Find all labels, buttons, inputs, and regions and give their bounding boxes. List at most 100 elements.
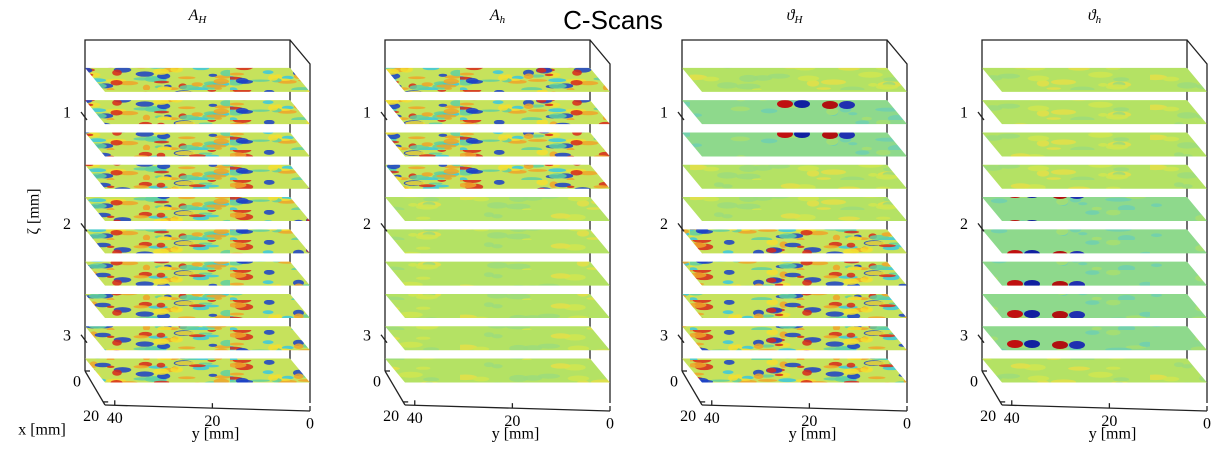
z-tick-label: 1 [63,105,71,122]
slice [982,100,1207,125]
slice [385,229,610,254]
x-tick-label: 20 [83,408,99,425]
slice [385,326,610,351]
panel-title-sub: h [500,14,506,26]
slice [85,261,310,286]
z-tick [380,222,388,232]
z-tick-label: 3 [660,327,668,344]
z-tick [677,111,685,121]
panel-title-base: A [188,7,199,24]
slice [682,67,907,92]
slice [682,293,907,318]
z-tick [677,334,685,344]
panel-title-base: ϑ [1088,7,1097,24]
slice [682,229,907,254]
slice [982,132,1207,157]
z-tick-label: 1 [960,105,968,122]
slice [682,197,907,222]
panel-title-base: A [489,7,500,24]
z-tick-label: 2 [660,216,668,233]
slice [85,100,310,125]
panel-title: Ah [489,7,506,26]
slice [982,358,1207,383]
z-tick [977,222,985,232]
z-tick [977,334,985,344]
slice [85,132,310,157]
slice [385,197,610,222]
slice [385,261,610,286]
y-tick-label: 20 [801,413,817,430]
y-axis-label: y [mm] [192,426,240,443]
x-tick-label: 0 [73,374,81,391]
y-axis [1001,404,1208,412]
panel-title-sub: H [793,14,803,26]
slice [85,67,310,92]
x-tick-label: 0 [970,374,978,391]
z-tick [380,111,388,121]
slice [385,293,610,318]
z-tick-label: 3 [63,327,71,344]
panel-title: ϑH [787,7,804,26]
x-tick-label: 20 [980,408,996,425]
z-tick [977,111,985,121]
x-axis-label: x [mm] [18,422,66,439]
figure-title: C-Scans [563,5,663,35]
x-tick-label: 0 [670,374,678,391]
y-axis-label: y [mm] [492,426,540,443]
z-tick-label: 3 [960,327,968,344]
panel-title: ϑh [1088,7,1102,26]
slice [682,164,907,189]
x-axis [84,370,106,406]
y-tick-label: 20 [204,413,220,430]
slice [982,293,1207,318]
y-axis-label: y [mm] [1089,426,1137,443]
slice [385,164,610,189]
slice [982,67,1207,92]
slice [385,67,610,92]
y-axis-label: y [mm] [789,426,837,443]
x-tick-label: 0 [373,374,381,391]
z-axis-label: ζ [mm] [26,188,43,234]
z-tick-label: 1 [660,105,668,122]
slice [982,261,1207,286]
slice [982,164,1207,189]
z-tick-label: 2 [960,216,968,233]
y-tick-label: 40 [407,410,423,427]
y-tick-label: 20 [504,413,520,430]
slice [85,358,310,383]
slice [682,326,907,351]
y-axis [404,404,611,412]
x-axis [981,370,1003,406]
slice [682,261,907,286]
y-tick-label: 0 [903,416,911,433]
slice [385,132,610,157]
slice [385,358,610,383]
y-tick-label: 40 [1004,410,1020,427]
slice [682,100,907,125]
z-tick [80,334,88,344]
slice [85,197,310,222]
panel-title-sub: H [197,14,207,26]
z-tick-label: 3 [363,327,371,344]
slice [85,164,310,189]
x-tick-label: 20 [680,408,696,425]
slice [982,229,1207,254]
y-tick-label: 40 [107,410,123,427]
y-tick-label: 0 [1203,416,1211,433]
y-axis [701,404,908,412]
panel-title-base: ϑ [787,7,796,24]
z-tick [380,334,388,344]
y-tick-label: 40 [704,410,720,427]
z-tick [80,111,88,121]
z-tick [677,222,685,232]
slice [85,326,310,351]
z-tick [80,222,88,232]
slice [385,100,610,125]
slice [982,326,1207,351]
z-tick-label: 2 [63,216,71,233]
x-axis [681,370,703,406]
slice [682,358,907,383]
slice [85,229,310,254]
